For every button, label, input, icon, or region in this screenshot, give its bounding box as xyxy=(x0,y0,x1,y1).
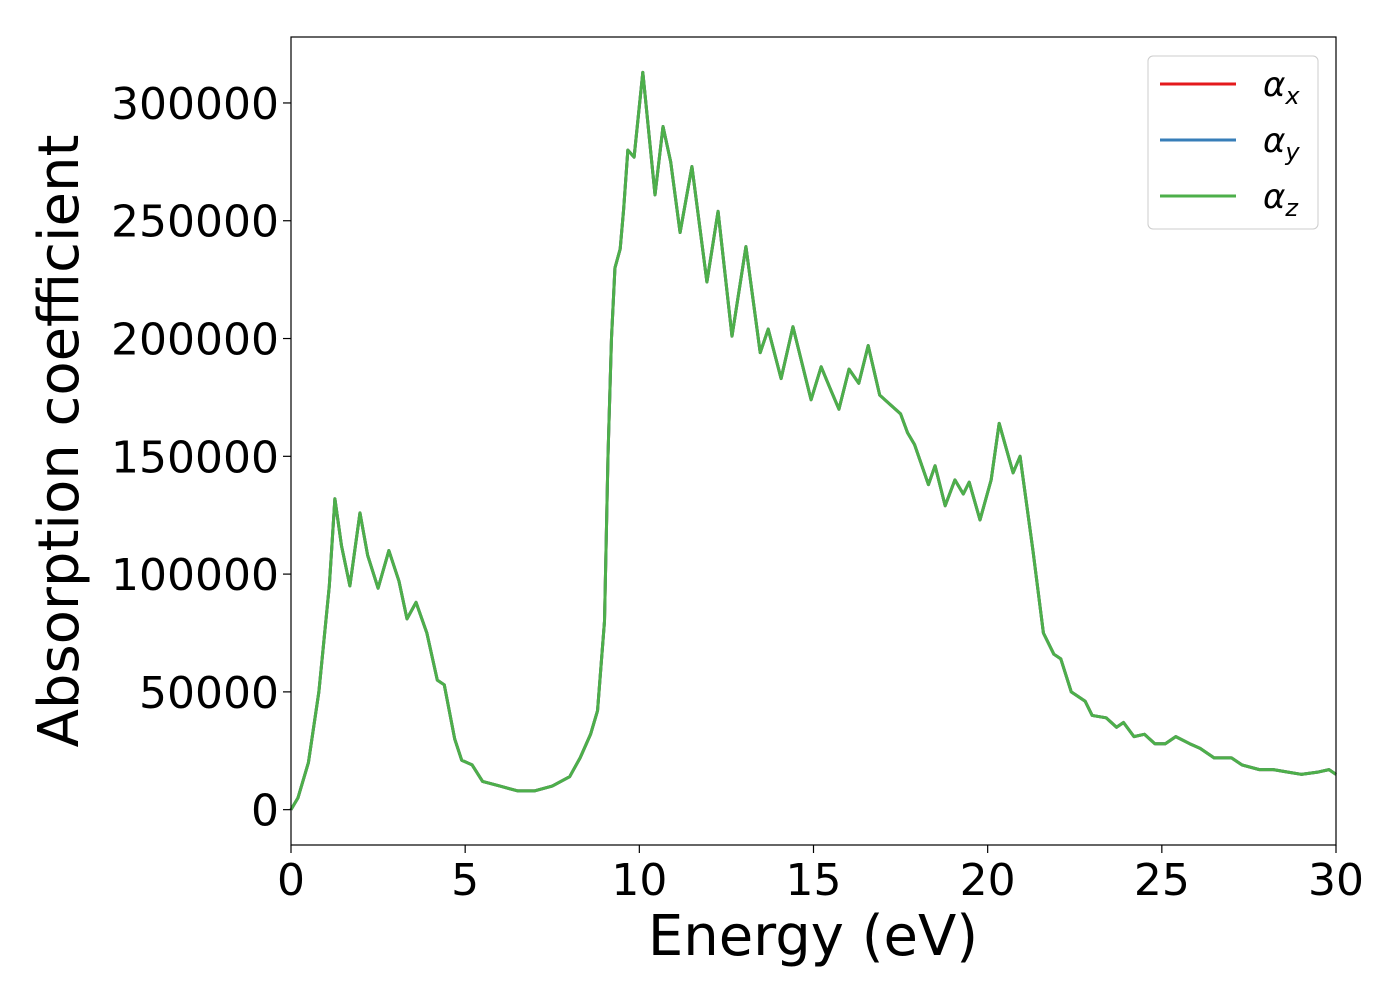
y-tick-label: 100000 xyxy=(111,550,279,601)
legend-label: αx xyxy=(1263,65,1300,110)
x-tick-label: 25 xyxy=(1134,855,1190,906)
y-tick-label: 200000 xyxy=(111,315,279,366)
x-tick-label: 10 xyxy=(611,855,667,906)
y-tick-label: 50000 xyxy=(139,668,279,719)
x-tick-label: 5 xyxy=(451,855,479,906)
plot-frame xyxy=(290,36,1337,846)
legend-box xyxy=(1147,55,1319,230)
legend-label: αy xyxy=(1263,121,1300,166)
y-axis-label: Absorption coefficient xyxy=(27,135,92,748)
x-tick-label: 0 xyxy=(277,855,305,906)
data-line xyxy=(289,70,1337,811)
x-tick-label: 30 xyxy=(1308,855,1364,906)
x-axis-label: Energy (eV) xyxy=(648,904,978,969)
y-tick-label: 250000 xyxy=(111,197,279,248)
x-tick-label: 15 xyxy=(786,855,842,906)
legend-label: αz xyxy=(1263,177,1299,222)
y-tick-label: 150000 xyxy=(111,432,279,483)
y-tick-label: 0 xyxy=(251,786,279,837)
x-tick-label: 20 xyxy=(960,855,1016,906)
y-tick-label: 300000 xyxy=(111,79,279,130)
